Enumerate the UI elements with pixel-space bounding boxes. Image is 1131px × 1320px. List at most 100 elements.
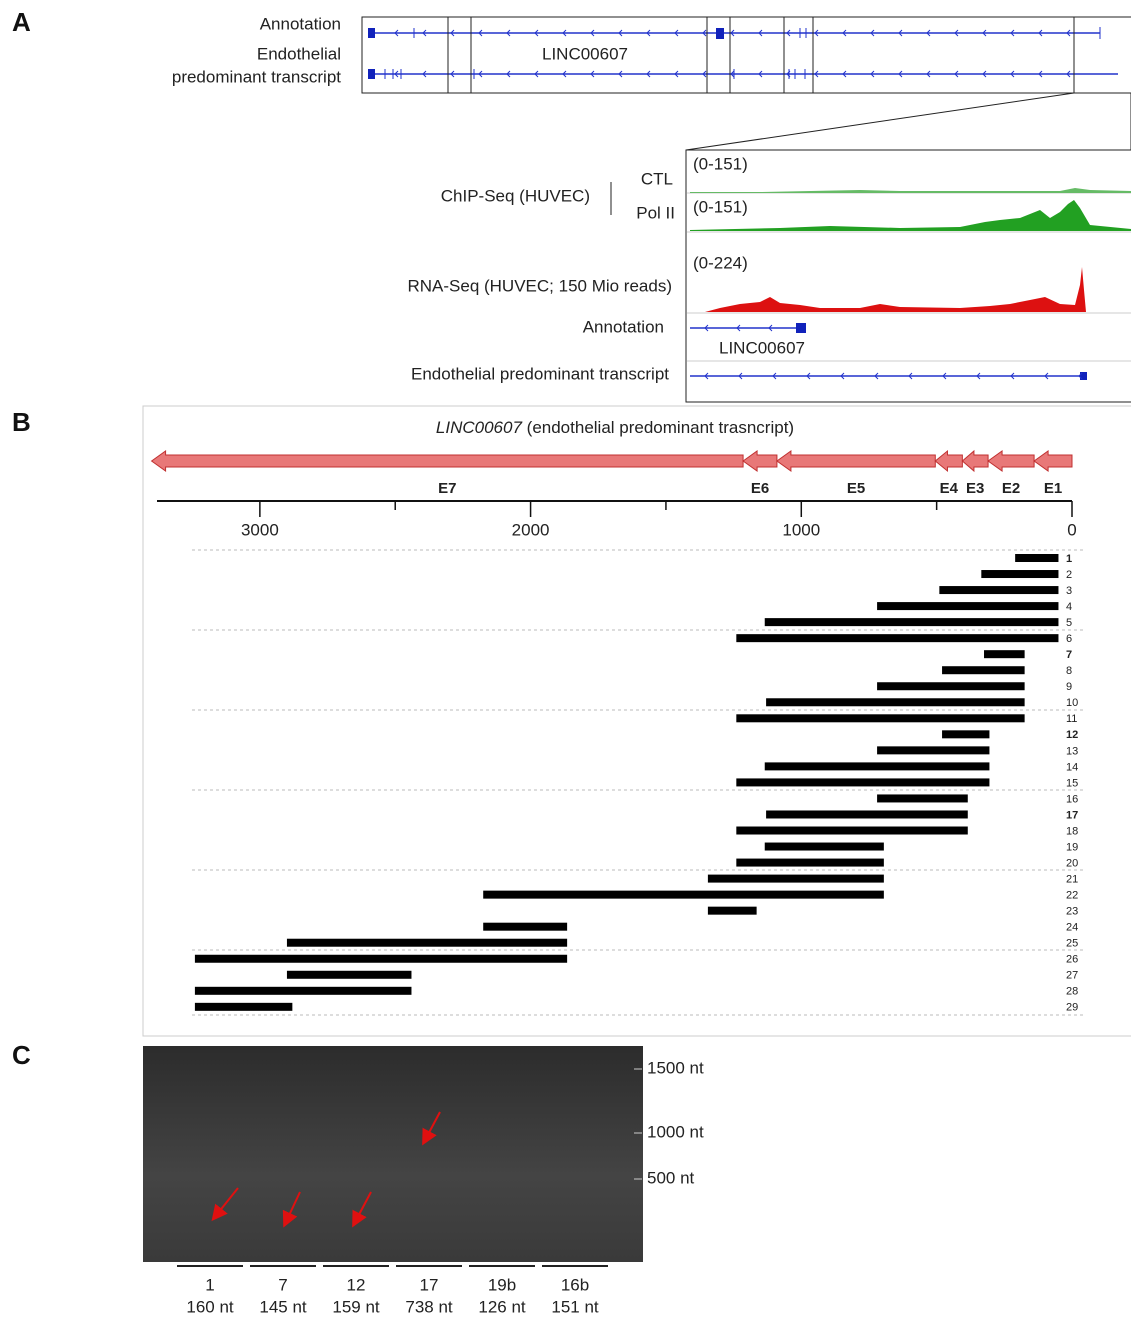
exon-label: E5 (847, 480, 865, 497)
panel-b-title: LINC00607 (endothelial predominant trasn… (436, 418, 794, 437)
fragment-label: 6 (1066, 633, 1072, 645)
figure: A Annotation Endothelial predominant tra… (0, 0, 1131, 1320)
lane-name: 7 (278, 1275, 287, 1294)
exon (1080, 372, 1087, 380)
fragment-label: 4 (1066, 601, 1072, 613)
fragment (766, 698, 1025, 706)
fragment-label: 23 (1066, 906, 1078, 918)
fragment-label: 27 (1066, 970, 1078, 982)
exon-label: E4 (940, 480, 959, 497)
fragment (708, 875, 884, 883)
fragment (1015, 554, 1058, 562)
fragment-label: 17 (1066, 809, 1078, 821)
fragment-label: 21 (1066, 874, 1078, 886)
exon-label: E7 (438, 480, 456, 497)
fragment-label: 14 (1066, 761, 1078, 773)
overview-tracks (368, 27, 1118, 79)
fragment-label: 26 (1066, 954, 1078, 966)
fragment (736, 827, 967, 835)
exon-label: E2 (1002, 480, 1020, 497)
fragment-label: 9 (1066, 681, 1072, 693)
fragment-label: 3 (1066, 585, 1072, 597)
exon (796, 323, 806, 333)
fragment (877, 794, 968, 802)
ctl-signal (690, 188, 1131, 193)
fragment (483, 891, 884, 899)
fragment (942, 730, 989, 738)
fragment (195, 955, 567, 963)
fragment (736, 859, 884, 867)
track-label: ChIP-Seq (HUVEC) (441, 186, 590, 205)
lane-name: 16b (561, 1275, 589, 1294)
title-rest: (endothelial predominant trasncript) (527, 418, 794, 437)
range-label: (0-224) (693, 253, 748, 272)
exon-label: E6 (751, 480, 769, 497)
fragment-label: 19 (1066, 841, 1078, 853)
fragment-label: 28 (1066, 986, 1078, 998)
lane-name: 12 (347, 1275, 366, 1294)
fragment-label: 10 (1066, 697, 1078, 709)
fragment (765, 843, 884, 851)
fragment-label: 29 (1066, 1002, 1078, 1014)
exon-label: E1 (1044, 480, 1062, 497)
track-label: Annotation (260, 14, 341, 33)
fragment (766, 810, 968, 818)
x-tick-label: 0 (1067, 520, 1076, 539)
fragment (877, 602, 1058, 610)
lane-name: 19b (488, 1275, 516, 1294)
fragment-label: 7 (1066, 649, 1072, 661)
exon-arrow (988, 451, 1034, 471)
fragment (736, 634, 1058, 642)
rna-signal (705, 267, 1086, 312)
fragment-label: 13 (1066, 745, 1078, 757)
x-tick-label: 2000 (512, 520, 550, 539)
panel-label: C (12, 1040, 31, 1070)
fragment-label: 15 (1066, 777, 1078, 789)
fragment-label: 22 (1066, 890, 1078, 902)
lane-size: 145 nt (259, 1297, 307, 1316)
fragment-label: 25 (1066, 938, 1078, 950)
fragment (708, 907, 757, 915)
fragment-label: 20 (1066, 857, 1078, 869)
lane-name: 1 (205, 1275, 214, 1294)
fragment-label: 5 (1066, 617, 1072, 629)
pol2-signal (690, 200, 1131, 231)
x-tick-label: 1000 (782, 520, 820, 539)
fragment (195, 987, 412, 995)
fragment-label: 16 (1066, 793, 1078, 805)
fragment-label: 12 (1066, 729, 1078, 741)
fragment (287, 939, 567, 947)
track-label: predominant transcript (172, 67, 341, 86)
fragment-label: 11 (1066, 713, 1077, 725)
lane-size: 151 nt (551, 1297, 599, 1316)
panel-label: B (12, 407, 31, 437)
fragment (483, 923, 567, 931)
overview-box (362, 17, 1131, 93)
lane-size: 160 nt (186, 1297, 234, 1316)
lane-size: 126 nt (478, 1297, 526, 1316)
track-label: Endothelial predominant transcript (411, 364, 669, 383)
fragment-label: 24 (1066, 922, 1078, 934)
range-label: (0-151) (693, 197, 748, 216)
fragment (736, 714, 1024, 722)
exon-arrow (1034, 451, 1072, 471)
gene-label: LINC00607 (719, 338, 805, 357)
zoom-box (686, 150, 1131, 402)
highlight-boxes (448, 17, 1131, 150)
fragment-label: 8 (1066, 665, 1072, 677)
x-tick-label: 3000 (241, 520, 279, 539)
gel (143, 1046, 643, 1262)
fragment (195, 1003, 292, 1011)
track-label: Annotation (583, 317, 664, 336)
exon-arrow (935, 451, 962, 471)
fragment (877, 746, 989, 754)
lane-name: 17 (420, 1275, 439, 1294)
panel-label: A (12, 7, 31, 37)
exon-arrow (743, 451, 777, 471)
fragment (981, 570, 1058, 578)
track-label: Pol II (636, 203, 675, 222)
fragment (942, 666, 1025, 674)
fragment-label: 2 (1066, 569, 1072, 581)
gene-label: LINC00607 (542, 44, 628, 63)
